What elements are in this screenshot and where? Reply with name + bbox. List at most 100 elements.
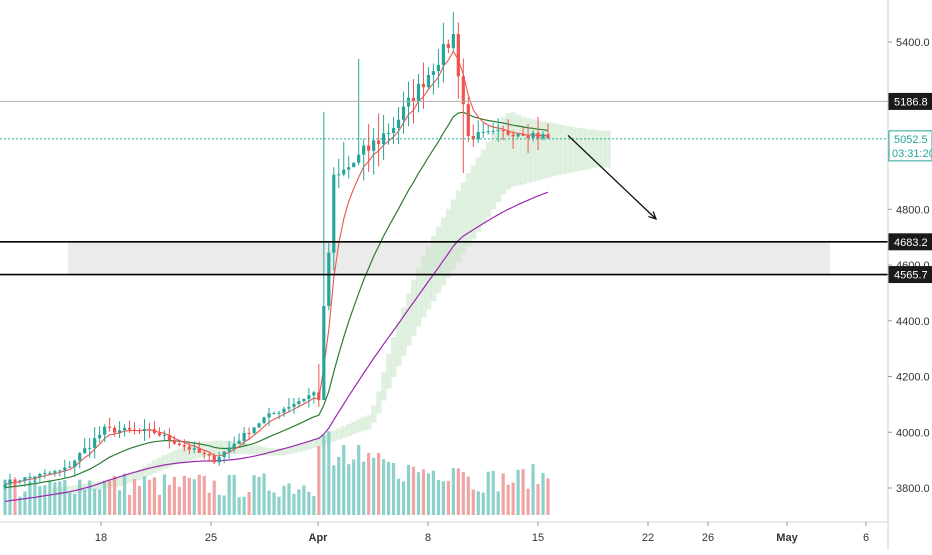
candle xyxy=(436,49,441,88)
candle-body xyxy=(187,446,191,450)
volume-bar-up xyxy=(332,465,336,515)
candle xyxy=(88,438,92,458)
candle xyxy=(541,131,545,141)
cloud-slice xyxy=(406,293,412,346)
cloud-slice xyxy=(221,440,228,455)
candle-body xyxy=(372,140,376,151)
candle xyxy=(406,81,411,127)
volume-bar-up xyxy=(541,472,545,515)
volume-bar-down xyxy=(411,466,416,515)
volume-bar-down xyxy=(147,479,152,515)
cloud-slice xyxy=(166,452,173,468)
candle xyxy=(501,125,505,141)
candle-body xyxy=(242,432,246,441)
volume-bar-down xyxy=(167,484,171,515)
volume-bars xyxy=(3,431,550,515)
cloud-slice xyxy=(256,445,263,455)
candle xyxy=(132,422,137,435)
volume-bar-up xyxy=(307,491,311,515)
candle xyxy=(312,390,316,404)
candle-body xyxy=(117,430,122,433)
cloud-slice xyxy=(391,337,397,378)
candle-body xyxy=(53,471,57,473)
candle xyxy=(187,441,191,455)
price-axis-label: 4200.0 xyxy=(896,372,930,384)
projection-arrow-line xyxy=(567,134,657,220)
candle xyxy=(506,119,510,137)
time-axis-label: 15 xyxy=(532,532,544,544)
volume-bar-up xyxy=(162,474,167,515)
volume-bar-down xyxy=(187,477,191,515)
candle-body xyxy=(142,429,147,431)
candle xyxy=(451,11,455,51)
candle xyxy=(207,452,211,463)
volume-bar-up xyxy=(282,485,286,515)
cloud-slice xyxy=(336,428,342,440)
cloud-slice xyxy=(460,182,467,255)
volume-bar-down xyxy=(137,486,142,515)
candle xyxy=(372,128,376,175)
candle xyxy=(377,113,381,167)
volume-bar-up xyxy=(287,483,291,515)
candle-body xyxy=(416,83,421,102)
candle xyxy=(28,472,32,484)
cloud-slice xyxy=(605,130,611,168)
volume-bar-down xyxy=(377,452,381,515)
candle xyxy=(282,406,286,417)
volume-bar-down xyxy=(511,482,515,515)
cloud-slice xyxy=(132,471,138,482)
cloud-slice xyxy=(411,279,417,336)
candle-body xyxy=(471,135,475,140)
cloud-slice xyxy=(311,439,317,449)
cloud-slice xyxy=(296,444,302,453)
candle xyxy=(237,433,241,444)
candle-body xyxy=(157,432,162,436)
cloud-slice xyxy=(346,423,352,437)
candle-body xyxy=(38,474,42,477)
candle xyxy=(521,127,525,137)
volume-bar-down xyxy=(536,483,540,515)
volume-bar-down xyxy=(461,471,465,515)
candle-body xyxy=(232,443,236,448)
volume-bar-up xyxy=(277,496,281,515)
cloud-slice xyxy=(176,448,183,464)
volume-bar-up xyxy=(436,479,441,515)
volume-bar-up xyxy=(516,469,520,515)
candle-body xyxy=(536,132,540,139)
candle xyxy=(83,438,87,454)
volume-bar-up xyxy=(38,486,42,515)
candle xyxy=(48,471,52,475)
cloud-slice xyxy=(401,307,407,356)
candle xyxy=(396,107,401,145)
cloud-slice xyxy=(361,416,367,431)
candle-body xyxy=(267,413,271,418)
candle xyxy=(137,428,142,435)
cloud-slice xyxy=(127,473,133,484)
cloud-slice xyxy=(440,217,447,286)
candle xyxy=(172,435,176,446)
candle-body xyxy=(177,443,181,446)
candle-body xyxy=(491,130,495,132)
volume-bar-down xyxy=(546,478,550,515)
volume-bar-down xyxy=(157,494,162,515)
candle-body xyxy=(446,44,450,48)
candle-body xyxy=(182,445,186,447)
candle xyxy=(337,158,341,189)
candle-body xyxy=(28,477,32,479)
cloud-slice xyxy=(386,353,392,389)
candle xyxy=(112,425,117,437)
candle xyxy=(222,450,226,464)
price-axis-label: 5400.0 xyxy=(896,37,930,49)
support-lower-price-tag-bg xyxy=(888,266,932,284)
candle-body xyxy=(441,44,445,65)
candle xyxy=(531,129,535,142)
cloud-slice xyxy=(271,448,277,456)
volume-bar-up xyxy=(18,496,22,515)
candle xyxy=(486,126,490,135)
candle-body xyxy=(386,132,391,134)
candle xyxy=(182,439,186,452)
candle-body xyxy=(332,174,336,253)
cloud-slice xyxy=(510,112,517,187)
